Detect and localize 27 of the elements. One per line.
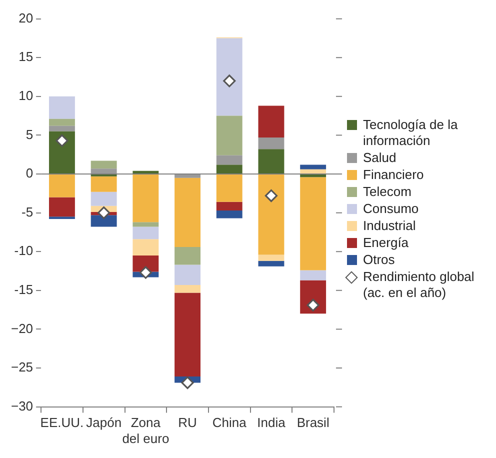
legend-label: Salud [363,150,398,166]
legend-label: Tecnología de la información [363,116,459,148]
y-tick-label: -15 [14,282,34,297]
x-tick-label: India [257,415,286,430]
legend-label: Consumo [363,200,420,216]
legend-label: Industrial [363,218,417,234]
x-tick-label: Japón [86,415,122,430]
y-tick-label: 20 [18,10,34,26]
y-tick-label: 10 [18,88,34,103]
legend-label: Energía [363,234,410,250]
y-tick-label: −25 [10,360,34,375]
legend-label: Otros [363,252,396,268]
x-tick-label: RU [178,415,197,430]
x-tick-label: EE.UU. [40,415,84,430]
legend-label: Financiero [363,166,425,182]
legend-label: Telecom [363,184,412,200]
y-tick-label: 15 [18,49,34,64]
y-tick-label: −20 [10,320,34,336]
y-tick-label: 0 [26,166,34,181]
x-tick-label: China [212,415,248,430]
y-tick-label: −30 [10,398,34,414]
x-tick-label: Zona del euro [122,415,170,446]
y-tick-label: -5 [21,204,34,220]
y-tick-label: 5 [26,126,34,142]
y-tick-label: -10 [14,243,34,258]
legend-label: Rendimiento global (ac. en el año) [363,268,476,300]
x-tick-label: Brasil [296,415,330,430]
